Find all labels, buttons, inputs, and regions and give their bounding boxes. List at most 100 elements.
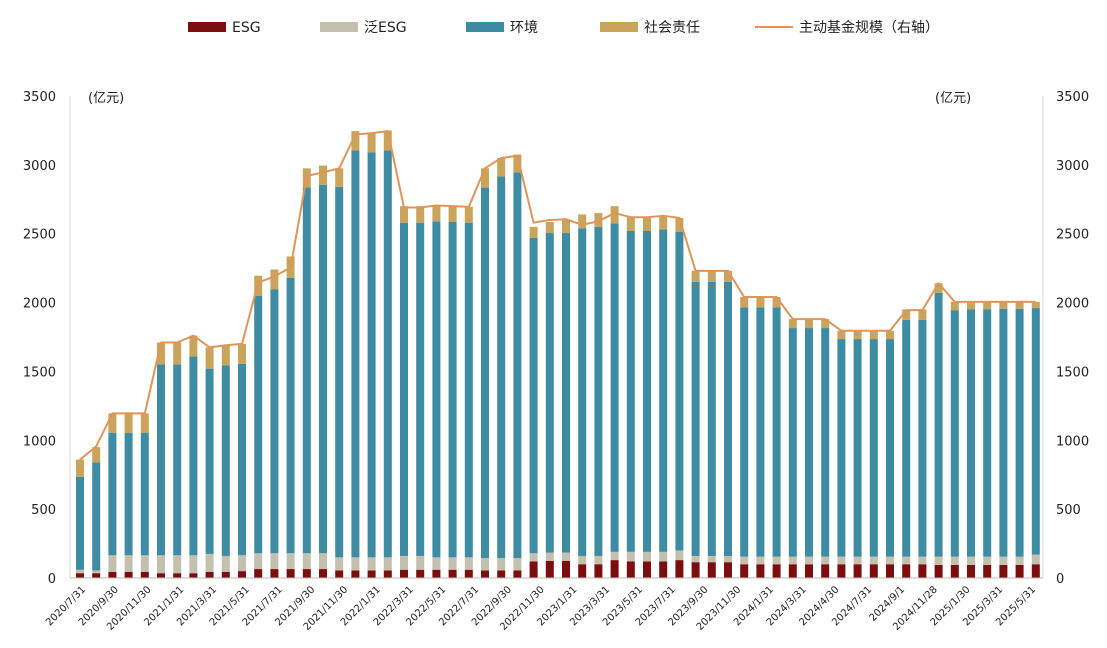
bar-social-4 bbox=[140, 413, 149, 433]
legend-label-active-fund-size: 主动基金规模（右轴） bbox=[799, 19, 939, 36]
bar-esg-2 bbox=[108, 571, 117, 578]
bar-environment-6 bbox=[173, 364, 182, 556]
bar-social-10 bbox=[238, 343, 246, 364]
bar-esg-22 bbox=[432, 569, 441, 578]
line-active-fund-size bbox=[79, 130, 1036, 461]
left-tick-label-1000: 1000 bbox=[23, 434, 56, 449]
line-series-group bbox=[79, 130, 1036, 461]
bar-environment-52 bbox=[918, 319, 927, 557]
bar-social-55 bbox=[967, 301, 975, 310]
bar-social-50 bbox=[886, 330, 894, 340]
bar-social-46 bbox=[821, 319, 830, 329]
bar-social-39 bbox=[707, 270, 716, 282]
bar-fan-esg-54 bbox=[950, 556, 959, 565]
legend-swatch-social bbox=[600, 22, 638, 32]
bar-esg-54 bbox=[950, 564, 959, 578]
bar-fan-esg-26 bbox=[497, 558, 506, 571]
bar-fan-esg-12 bbox=[270, 553, 279, 570]
bar-esg-41 bbox=[740, 564, 749, 578]
bar-environment-26 bbox=[497, 176, 506, 559]
bar-fan-esg-11 bbox=[254, 553, 263, 570]
bar-fan-esg-13 bbox=[286, 553, 295, 570]
bar-esg-48 bbox=[853, 564, 862, 578]
bar-esg-14 bbox=[302, 569, 311, 578]
bar-social-54 bbox=[950, 301, 959, 311]
bar-fan-esg-45 bbox=[805, 556, 813, 565]
bar-social-33 bbox=[610, 206, 619, 224]
bar-social-57 bbox=[999, 301, 1008, 309]
legend-label-environment: 环境 bbox=[510, 20, 538, 36]
bar-fan-esg-39 bbox=[707, 555, 716, 563]
bar-fan-esg-10 bbox=[238, 555, 246, 572]
bar-environment-16 bbox=[335, 186, 344, 558]
bar-social-52 bbox=[918, 309, 927, 320]
bar-esg-7 bbox=[189, 573, 198, 578]
bar-environment-59 bbox=[1031, 308, 1040, 555]
bar-esg-4 bbox=[140, 571, 149, 578]
bar-esg-28 bbox=[529, 561, 538, 578]
left-tick-label-500: 500 bbox=[31, 503, 56, 518]
bar-environment-10 bbox=[238, 363, 246, 556]
legend-label-fan-esg: 泛ESG bbox=[364, 20, 407, 36]
right-axis-ticks: 0 500 1000 1500 2000 2500 3000 3500 bbox=[1056, 90, 1089, 587]
bar-fan-esg-50 bbox=[886, 556, 894, 565]
bar-social-58 bbox=[1015, 301, 1024, 309]
bar-environment-35 bbox=[643, 230, 651, 552]
bar-environment-54 bbox=[950, 310, 959, 557]
bar-environment-36 bbox=[659, 229, 668, 552]
legend-swatch-fan-esg bbox=[320, 22, 358, 32]
bar-fan-esg-7 bbox=[189, 555, 198, 574]
bar-social-31 bbox=[578, 214, 587, 229]
bar-social-26 bbox=[497, 157, 506, 177]
right-tick-label-3500: 3500 bbox=[1056, 90, 1089, 105]
bar-fan-esg-57 bbox=[999, 556, 1008, 565]
bar-social-5 bbox=[157, 342, 165, 365]
bar-fan-esg-2 bbox=[108, 555, 117, 572]
bar-environment-55 bbox=[967, 309, 975, 557]
bar-esg-53 bbox=[934, 564, 943, 578]
bar-fan-esg-53 bbox=[934, 556, 943, 565]
bar-esg-23 bbox=[448, 569, 457, 578]
legend-label-esg: ESG bbox=[232, 20, 261, 36]
bar-fan-esg-30 bbox=[562, 552, 570, 561]
bar-social-47 bbox=[837, 330, 846, 340]
bar-fan-esg-4 bbox=[140, 555, 149, 572]
bar-social-53 bbox=[934, 283, 943, 293]
bar-social-43 bbox=[772, 297, 781, 308]
left-tick-label-3500: 3500 bbox=[23, 90, 56, 105]
bar-social-2 bbox=[108, 413, 117, 433]
bar-social-36 bbox=[659, 215, 668, 230]
bar-social-32 bbox=[594, 213, 603, 227]
bar-environment-21 bbox=[416, 222, 425, 556]
bar-social-7 bbox=[189, 335, 198, 357]
bar-fan-esg-24 bbox=[464, 557, 473, 570]
bar-esg-24 bbox=[464, 569, 473, 578]
right-tick-label-0: 0 bbox=[1056, 572, 1064, 587]
bar-esg-57 bbox=[999, 564, 1008, 578]
bar-esg-47 bbox=[837, 564, 846, 578]
bar-social-34 bbox=[626, 217, 635, 231]
bar-social-28 bbox=[529, 226, 538, 238]
bar-esg-58 bbox=[1015, 564, 1024, 578]
bar-fan-esg-3 bbox=[124, 555, 133, 572]
bar-environment-37 bbox=[675, 231, 684, 551]
bar-environment-42 bbox=[756, 307, 765, 557]
bar-environment-13 bbox=[286, 277, 295, 554]
bar-esg-50 bbox=[886, 564, 894, 578]
bar-esg-19 bbox=[383, 570, 392, 578]
bar-environment-18 bbox=[367, 152, 376, 558]
bar-fan-esg-58 bbox=[1015, 556, 1024, 565]
right-tick-label-1000: 1000 bbox=[1056, 434, 1089, 449]
bar-social-9 bbox=[221, 345, 230, 366]
right-tick-label-1500: 1500 bbox=[1056, 365, 1089, 380]
bar-environment-44 bbox=[788, 328, 797, 557]
bar-esg-46 bbox=[821, 564, 830, 578]
left-tick-label-2000: 2000 bbox=[23, 297, 56, 312]
bar-fan-esg-22 bbox=[432, 557, 441, 570]
bar-environment-39 bbox=[707, 281, 716, 556]
bar-social-23 bbox=[448, 206, 457, 223]
bar-fan-esg-16 bbox=[335, 557, 344, 571]
bar-social-45 bbox=[805, 319, 813, 329]
bar-social-51 bbox=[902, 309, 911, 320]
left-tick-label-3000: 3000 bbox=[23, 159, 56, 174]
